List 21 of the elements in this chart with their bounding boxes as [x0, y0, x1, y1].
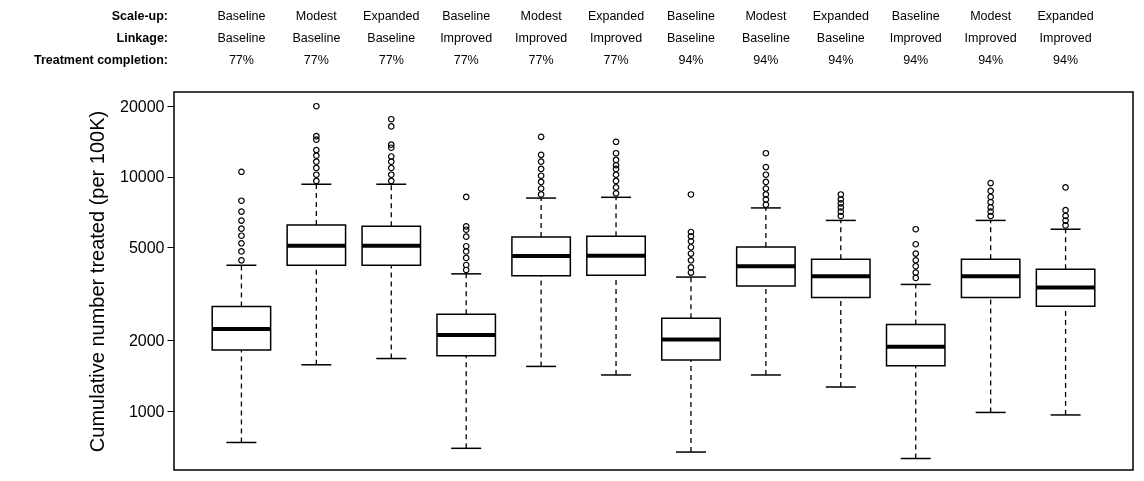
x-tick-label: Baseline Baseline 77% [217, 8, 266, 67]
text: Linkage: [116, 31, 168, 45]
x-tick-label: Expanded Improved 77% [587, 8, 645, 67]
y-axis-title: Cumulative number treated (per 100K) [86, 110, 109, 453]
y-tick-label: 2000 [128, 331, 165, 349]
x-tick-label: Baseline Improved 94% [889, 8, 942, 67]
x-tick-label: Modest Baseline 94% [741, 8, 790, 67]
y-tick-label: 1000 [128, 402, 165, 420]
x-tick-label: Expanded Baseline 77% [363, 8, 420, 67]
x-tick-label: Modest Baseline 77% [292, 8, 341, 67]
x-tick-label: Expanded Improved 94% [1037, 8, 1094, 67]
y-tick-label: 5000 [128, 238, 165, 256]
x-tick-label: Baseline Improved 77% [440, 8, 493, 67]
text: Scale-up: [111, 9, 168, 23]
x-tick-label: Modest Improved 77% [515, 8, 568, 67]
x-tick-label: Baseline Baseline 94% [666, 8, 715, 67]
text: Treatment completion: [33, 53, 168, 67]
x-tick-label: Modest Improved 94% [964, 8, 1017, 67]
x-tick-label: Expanded Baseline 94% [812, 8, 869, 67]
y-tick-label: 20000 [120, 97, 165, 115]
y-tick-label: 10000 [120, 168, 165, 186]
